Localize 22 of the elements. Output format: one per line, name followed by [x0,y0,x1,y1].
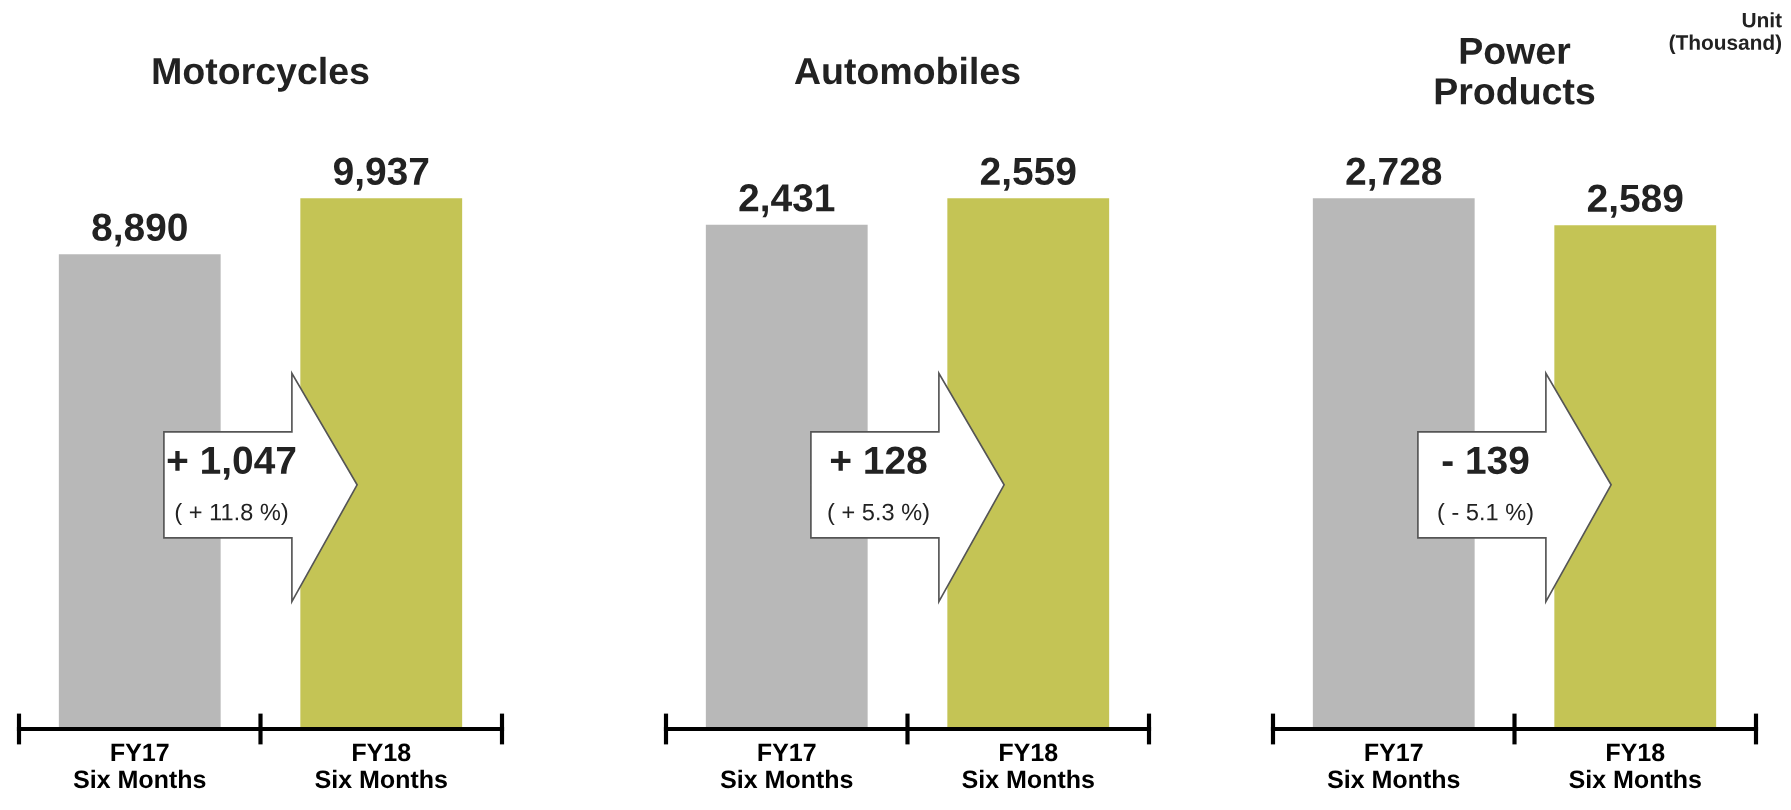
x-tick-label: FY17 Six Months [1327,743,1460,789]
data-label: 2,589 [1587,184,1683,218]
chart-title: Automobiles [794,56,1020,85]
chart-title: Motorcycles [153,56,369,92]
annotation: + 1,047 [167,446,296,480]
x-tick-label: FY17 Six Months [720,743,853,789]
data-label: 2,559 [980,157,1076,191]
data-label: 8,890 [92,213,187,247]
text: Unit (Thousand) [1669,12,1782,55]
x-tick-label: FY18 Six Months [962,743,1094,789]
data-label: 9,937 [333,157,429,191]
x-tick-label: FY18 Six Months [315,743,447,789]
annotation: ( - 5.1 %) [1438,503,1533,526]
annotation: + 128 [830,446,927,475]
data-label: 2,431 [739,184,835,218]
chart-title: Power Products [1435,37,1595,105]
data-label: 2,728 [1346,157,1442,191]
annotation: - 139 [1442,446,1529,475]
annotation: ( + 5.3 %) [828,503,929,526]
annotation: ( + 11.8 %) [175,503,288,526]
x-tick-label: FY18 Six Months [1569,743,1701,789]
x-tick-label: FY17 Six Months [73,743,206,789]
